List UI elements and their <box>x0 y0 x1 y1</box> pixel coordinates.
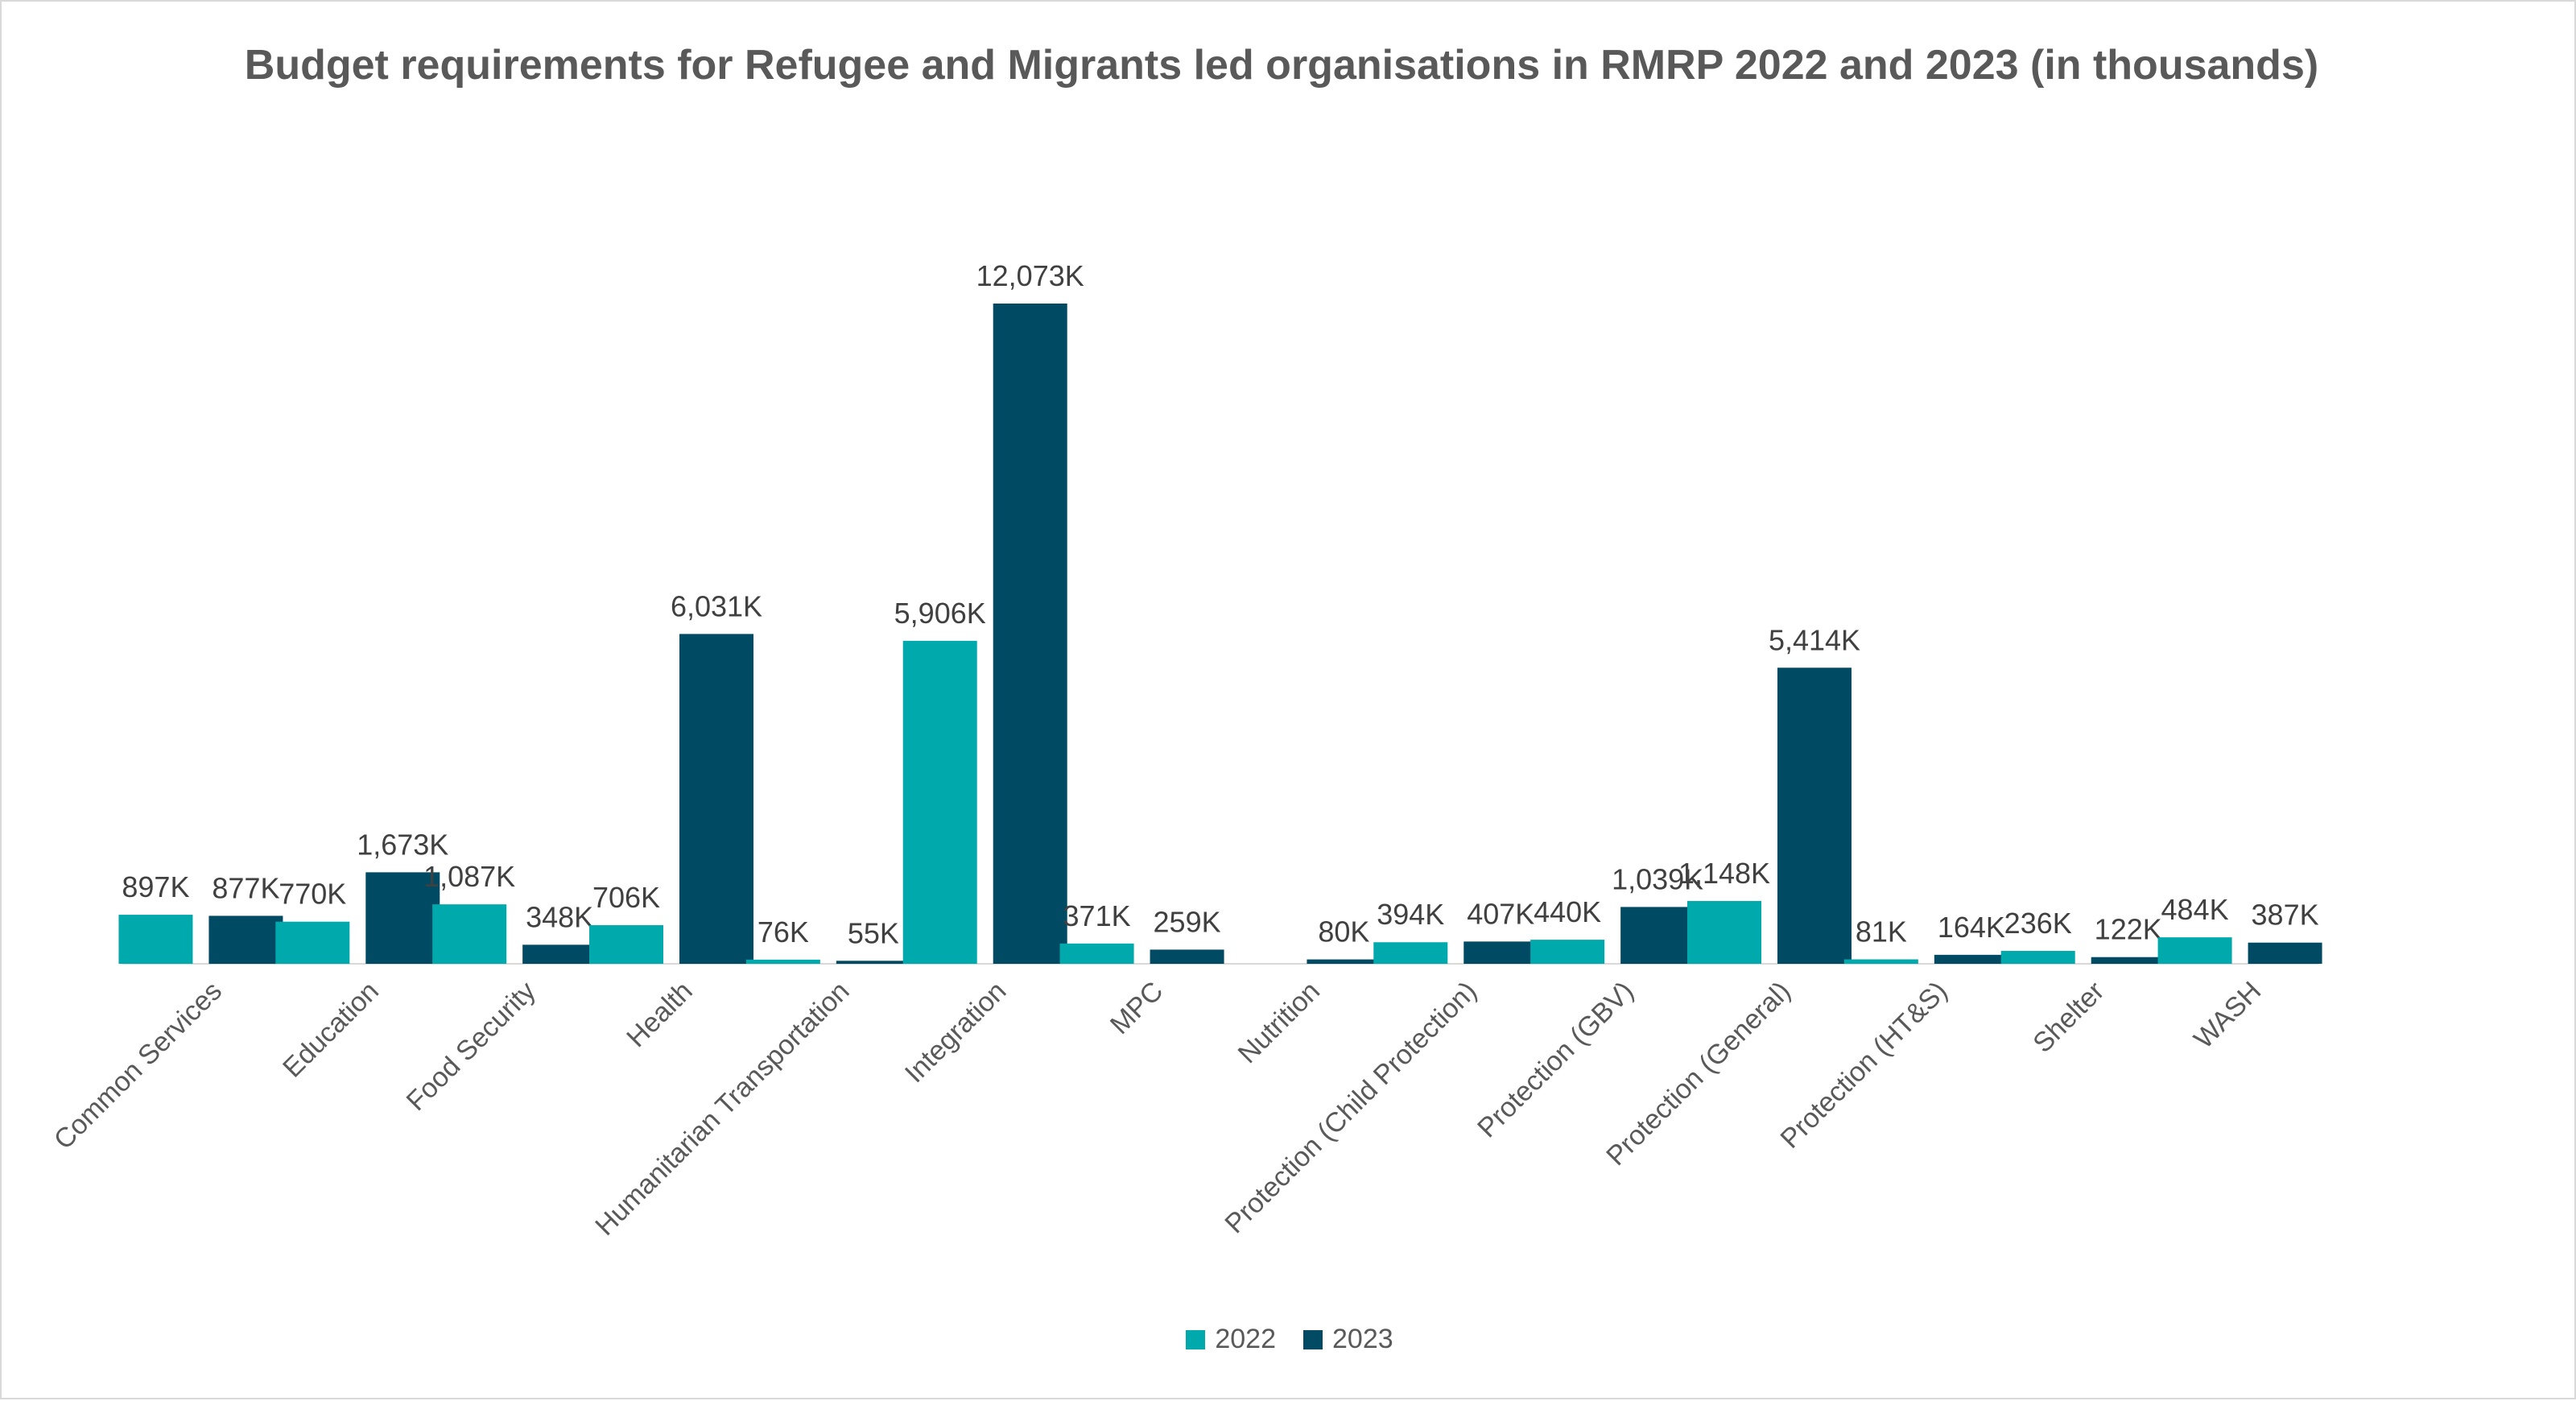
data-label-2023-humanitarian-transportation: 55K <box>848 916 899 949</box>
bar-2022-protection-general <box>1687 901 1761 964</box>
bar-2022-health <box>589 925 663 964</box>
data-label-2023-protection-gbv: 1,039K <box>1612 862 1703 895</box>
x-tick-label-integration: Integration <box>899 976 1012 1089</box>
data-label-2022-education: 770K <box>279 878 346 911</box>
data-label-2022-shelter: 236K <box>2004 907 2072 940</box>
legend-swatch-2022 <box>1186 1329 1206 1349</box>
bar-2022-education <box>275 921 350 964</box>
x-tick-label-mpc: MPC <box>1104 976 1169 1040</box>
legend-label-2022: 2022 <box>1215 1324 1276 1354</box>
legend: 2022 2023 <box>2 1324 2576 1355</box>
data-label-2023-protection-child-protection: 407K <box>1467 897 1534 930</box>
bar-2023-protection-ht-s <box>1934 954 2008 964</box>
x-tick-label-education: Education <box>277 976 385 1084</box>
bar-2022-protection-child-protection <box>1373 942 1448 964</box>
x-tick-label-protection-child-protection: Protection (Child Protection) <box>1219 976 1483 1240</box>
data-label-2022-protection-ht-s: 81K <box>1856 915 1907 948</box>
bar-2023-health <box>679 634 753 964</box>
bar-2023-food-security <box>522 944 597 964</box>
bar-2022-wash <box>2157 937 2232 964</box>
bar-2022-humanitarian-transportation <box>745 959 820 964</box>
data-label-2023-integration: 12,073K <box>976 259 1084 292</box>
x-tick-label-shelter: Shelter <box>2027 976 2110 1059</box>
data-label-2023-wash: 387K <box>2252 899 2319 932</box>
bar-2023-nutrition <box>1307 959 1381 964</box>
legend-item-2022: 2022 <box>1186 1324 1276 1355</box>
bar-2023-protection-gbv <box>1620 907 1695 964</box>
bar-2023-protection-general <box>1777 667 1852 964</box>
data-label-2022-common-services: 897K <box>122 870 189 903</box>
bar-2022-mpc <box>1059 943 1134 964</box>
x-tick-label-protection-gbv: Protection (GBV) <box>1472 976 1640 1144</box>
data-label-2023-health: 6,031K <box>671 589 762 622</box>
legend-label-2023: 2023 <box>1332 1324 1393 1354</box>
data-label-2023-protection-general: 5,414K <box>1769 623 1860 656</box>
data-label-2022-protection-child-protection: 394K <box>1377 898 1444 931</box>
bar-2023-shelter <box>2091 957 2165 964</box>
data-label-2023-shelter: 122K <box>2095 913 2162 946</box>
bar-2023-common-services <box>208 915 283 964</box>
data-label-2023-education: 1,673K <box>357 828 448 861</box>
x-tick-label-protection-ht-s: Protection (HT&S) <box>1775 976 1954 1155</box>
data-label-2022-protection-general: 1,148K <box>1678 857 1770 890</box>
data-label-2023-food-security: 348K <box>526 900 593 933</box>
data-label-2022-wash: 484K <box>2161 893 2229 926</box>
x-tick-label-nutrition: Nutrition <box>1232 976 1326 1069</box>
bar-2023-wash <box>2248 942 2322 964</box>
x-tick-label-wash: WASH <box>2188 976 2267 1055</box>
data-label-2023-mpc: 259K <box>1154 905 1221 938</box>
data-label-2022-integration: 5,906K <box>894 597 986 630</box>
data-label-2022-protection-gbv: 440K <box>1534 895 1601 928</box>
bar-2023-humanitarian-transportation <box>836 961 910 964</box>
data-label-2023-nutrition: 80K <box>1318 915 1369 948</box>
data-label-2022-humanitarian-transportation: 76K <box>758 915 809 948</box>
chart-title: Budget requirements for Refugee and Migr… <box>244 42 2319 89</box>
bar-2023-mpc <box>1150 949 1224 964</box>
x-tick-label-common-services: Common Services <box>48 976 228 1155</box>
data-label-2023-common-services: 877K <box>212 871 279 904</box>
bar-2023-protection-child-protection <box>1463 941 1538 964</box>
bar-2023-integration <box>993 304 1067 964</box>
data-label-2022-health: 706K <box>592 881 660 914</box>
data-label-2022-mpc: 371K <box>1063 899 1131 932</box>
x-tick-label-health: Health <box>621 976 698 1053</box>
bar-2022-food-security <box>432 904 507 964</box>
data-label-2023-protection-ht-s: 164K <box>1938 911 2005 944</box>
x-tick-label-food-security: Food Security <box>401 976 542 1117</box>
bar-2022-protection-ht-s <box>1843 959 1918 964</box>
bar-2022-common-services <box>118 915 193 964</box>
data-label-2022-food-security: 1,087K <box>423 860 515 893</box>
x-tick-label-humanitarian-transportation: Humanitarian Transportation <box>589 976 855 1242</box>
bar-2022-protection-gbv <box>1530 940 1605 964</box>
bar-2023-education <box>365 872 440 964</box>
bar-2022-integration <box>902 640 977 964</box>
legend-item-2023: 2023 <box>1303 1324 1393 1355</box>
bar-2022-shelter <box>2000 950 2075 964</box>
legend-swatch-2023 <box>1303 1329 1323 1349</box>
